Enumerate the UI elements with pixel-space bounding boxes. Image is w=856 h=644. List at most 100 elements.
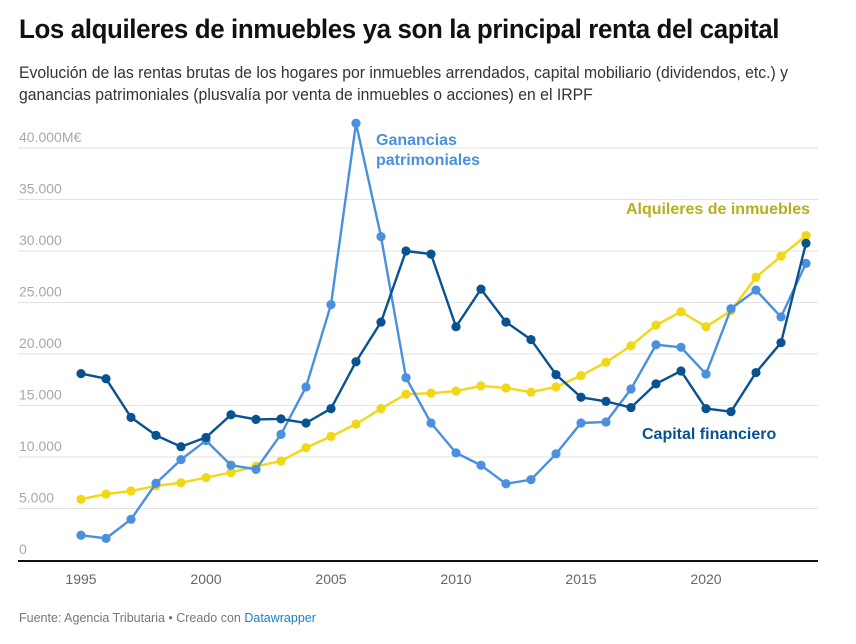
data-point[interactable] (151, 478, 161, 488)
data-point[interactable] (801, 258, 811, 268)
data-point[interactable] (676, 342, 686, 352)
data-point[interactable] (701, 322, 711, 332)
data-point[interactable] (476, 381, 486, 391)
data-point[interactable] (576, 418, 586, 428)
data-point[interactable] (376, 403, 386, 414)
data-point[interactable] (801, 238, 811, 248)
data-point[interactable] (551, 370, 561, 380)
y-tick-label: 0 (19, 541, 27, 557)
data-point[interactable] (576, 392, 586, 402)
data-point[interactable] (176, 442, 186, 452)
data-point[interactable] (451, 386, 461, 396)
x-tick-label: 2000 (190, 571, 221, 587)
data-point[interactable] (226, 467, 236, 478)
data-point[interactable] (426, 249, 436, 259)
data-point[interactable] (626, 384, 636, 394)
data-point[interactable] (651, 379, 661, 389)
data-point[interactable] (126, 486, 136, 496)
data-point[interactable] (501, 317, 511, 327)
data-point[interactable] (226, 460, 236, 470)
data-point[interactable] (276, 456, 286, 466)
data-point[interactable] (276, 429, 286, 439)
data-point[interactable] (101, 533, 111, 543)
series-group (76, 118, 811, 543)
data-point[interactable] (526, 475, 536, 485)
data-point[interactable] (626, 402, 636, 413)
data-point[interactable] (476, 460, 486, 470)
data-point[interactable] (626, 341, 636, 351)
data-point[interactable] (526, 387, 536, 397)
data-point[interactable] (126, 412, 136, 422)
data-point[interactable] (401, 246, 411, 256)
data-point[interactable] (301, 418, 311, 428)
data-point[interactable] (751, 272, 761, 282)
data-point[interactable] (476, 284, 486, 294)
data-point[interactable] (326, 431, 336, 441)
y-tick-label: 15.000 (19, 387, 62, 403)
data-point[interactable] (401, 389, 411, 399)
x-tick-label: 2010 (440, 571, 471, 587)
y-tick-label: 30.000 (19, 232, 62, 248)
data-point[interactable] (251, 464, 261, 474)
data-point[interactable] (326, 299, 336, 310)
data-point[interactable] (301, 443, 311, 453)
data-point[interactable] (376, 231, 386, 242)
series-label-alquileres: Alquileres de inmuebles (626, 201, 810, 218)
x-axis-ticks: 1995 2000 2005 2010 2015 2020 (65, 571, 721, 587)
series-label-ganancias: Ganancias patrimoniales (376, 132, 480, 169)
data-point[interactable] (726, 407, 736, 417)
data-point[interactable] (801, 230, 811, 241)
data-point[interactable] (276, 414, 286, 424)
data-point[interactable] (351, 357, 361, 367)
data-point[interactable] (551, 382, 561, 392)
data-point[interactable] (451, 448, 461, 458)
data-point[interactable] (551, 449, 561, 459)
data-point[interactable] (651, 340, 661, 350)
data-point[interactable] (401, 373, 411, 383)
data-point[interactable] (201, 432, 211, 443)
data-point[interactable] (176, 454, 186, 465)
data-point[interactable] (701, 403, 711, 414)
data-point[interactable] (601, 396, 611, 406)
data-point[interactable] (351, 118, 361, 128)
data-point[interactable] (126, 514, 136, 524)
data-point[interactable] (251, 414, 261, 425)
data-point[interactable] (376, 317, 386, 327)
data-point[interactable] (76, 494, 86, 504)
data-point[interactable] (226, 410, 236, 420)
data-point[interactable] (351, 419, 361, 429)
footer: Fuente: Agencia Tributaria • Creado con … (19, 611, 316, 625)
data-point[interactable] (76, 530, 86, 540)
datawrapper-link[interactable]: Datawrapper (244, 611, 316, 625)
data-point[interactable] (326, 403, 336, 414)
data-point[interactable] (776, 312, 786, 322)
data-point[interactable] (676, 307, 686, 317)
data-point[interactable] (651, 320, 661, 330)
data-point[interactable] (101, 489, 111, 499)
data-point[interactable] (201, 473, 211, 483)
data-point[interactable] (526, 334, 536, 345)
data-point[interactable] (101, 374, 111, 384)
data-point[interactable] (751, 367, 761, 378)
data-point[interactable] (151, 430, 161, 440)
data-point[interactable] (501, 479, 511, 489)
data-point[interactable] (576, 371, 586, 381)
data-point[interactable] (426, 418, 436, 428)
data-point[interactable] (501, 383, 511, 393)
data-point[interactable] (76, 368, 86, 379)
data-point[interactable] (601, 417, 611, 427)
data-point[interactable] (426, 388, 436, 398)
data-point[interactable] (776, 338, 786, 348)
data-point[interactable] (701, 369, 711, 379)
data-point[interactable] (601, 357, 611, 367)
data-point[interactable] (676, 366, 686, 376)
data-point[interactable] (301, 382, 311, 392)
data-point[interactable] (726, 304, 736, 314)
y-axis-ticks: 0 5.000 10.000 15.000 20.000 25.000 30.000 35.0… (19, 129, 81, 557)
source-note: Fuente: Agencia Tributaria • Creado con (19, 611, 245, 625)
data-point[interactable] (776, 251, 786, 261)
data-point[interactable] (751, 285, 761, 295)
data-point[interactable] (451, 322, 461, 332)
data-point[interactable] (176, 478, 186, 488)
